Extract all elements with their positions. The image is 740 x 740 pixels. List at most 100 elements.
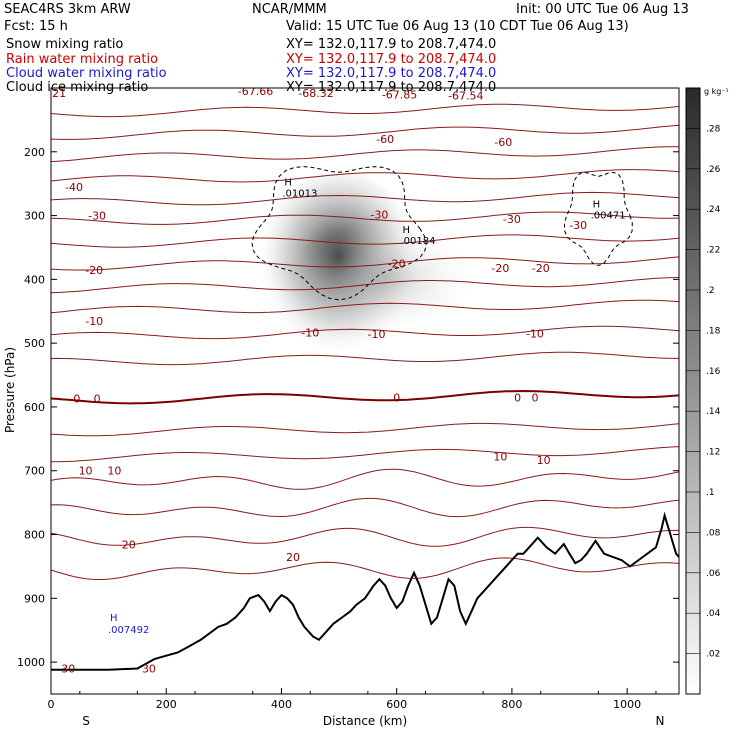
colorbar-tick-label: .2 xyxy=(706,286,715,296)
colorbar-ramp xyxy=(685,87,701,695)
init-label: Init: 00 UTC Tue 06 Aug 13 xyxy=(516,2,689,17)
isotherm-line xyxy=(51,468,679,490)
isotherm-label: 0 xyxy=(531,391,538,404)
colorbar-tick-label: .08 xyxy=(706,528,721,538)
colorbar-tick-label: .06 xyxy=(706,569,721,579)
isotherm-label: -67.66 xyxy=(238,85,273,98)
isotherm-label: -20 xyxy=(388,257,406,270)
valid-label: Valid: 15 UTC Tue 06 Aug 13 (10 CDT Tue … xyxy=(286,19,629,34)
isotherm-line xyxy=(51,325,679,340)
cloud-ice-max-value: .01013 xyxy=(282,188,317,199)
isotherm-line xyxy=(51,191,679,206)
isotherm-line xyxy=(51,422,679,437)
isotherm-label: 20 xyxy=(286,551,300,564)
colorbar-tick-label: .16 xyxy=(706,367,721,377)
cloud-ice-max-marker: H xyxy=(593,200,601,211)
isotherm-label: -67.54 xyxy=(448,90,483,103)
field-snow-xy: XY= 132.0,117.9 to 208.7,474.0 xyxy=(286,37,497,52)
y-tick-label: 600 xyxy=(24,401,45,414)
isotherm-label: 10 xyxy=(493,451,507,464)
isotherm-label: -10 xyxy=(85,315,103,328)
isotherm-label: -67.85 xyxy=(382,88,417,101)
y-tick-label: 1000 xyxy=(17,656,45,669)
isotherm-label: 0 xyxy=(514,391,521,404)
cloud-ice-contours xyxy=(251,166,633,301)
y-tick-label: 400 xyxy=(24,273,45,286)
x-axis-right-end-label: N xyxy=(656,714,665,728)
isotherm-label: -10 xyxy=(526,328,544,341)
org-label: NCAR/MMM xyxy=(252,2,327,17)
colorbar-tick-label: .02 xyxy=(706,650,720,660)
x-tick-label: 600 xyxy=(386,698,407,711)
isotherm-label: -30 xyxy=(88,210,106,223)
x-tick-label: 200 xyxy=(156,698,177,711)
cloud-ice-max-marker: H xyxy=(284,177,292,188)
isotherm-label: -30 xyxy=(370,208,388,221)
isotherm-label: 10 xyxy=(107,465,121,478)
isotherm-line xyxy=(51,389,679,405)
x-tick-label: 400 xyxy=(271,698,292,711)
isotherm-line xyxy=(51,256,679,271)
colorbar-tick-label: .22 xyxy=(706,246,720,256)
isotherm-line xyxy=(51,211,679,225)
cloud-ice-max-value: .00184 xyxy=(400,236,435,247)
x-axis: 0 200 400 600 800 1000 xyxy=(48,688,657,711)
isotherm-label: -20 xyxy=(85,264,103,277)
y-tick-label: 500 xyxy=(24,337,45,350)
isotherm-label: -10 xyxy=(301,326,319,339)
isotherm-label: -60 xyxy=(494,136,512,149)
y-axis-title: Pressure (hPa) xyxy=(3,347,17,433)
forecast-label: Fcst: 15 h xyxy=(4,19,68,34)
x-axis-title: Distance (km) xyxy=(323,714,407,728)
colorbar-tick-label: .18 xyxy=(706,326,721,336)
y-tick-label: 900 xyxy=(24,592,45,605)
isotherm-line xyxy=(51,446,679,463)
isotherm-label: 30 xyxy=(61,662,75,675)
colorbar-tick-label: .12 xyxy=(706,448,720,458)
y-tick-label: 300 xyxy=(24,210,45,223)
isotherm-line xyxy=(51,169,679,183)
isotherm-label: -10 xyxy=(368,328,386,341)
colorbar-tick-label: .04 xyxy=(706,609,721,619)
colorbar-tick-label: .26 xyxy=(706,165,721,175)
x-tick-label: 800 xyxy=(501,698,522,711)
isotherm-label: -20 xyxy=(532,262,550,275)
isotherm-line xyxy=(51,234,679,248)
isotherm-line xyxy=(51,557,679,580)
isotherm-line xyxy=(51,299,679,314)
field-rain-label: Rain water mixing ratio xyxy=(6,52,159,67)
colorbar-unit: g kg⁻¹ xyxy=(704,87,729,96)
cloud-ice-contour xyxy=(563,171,633,267)
plot-frame xyxy=(50,87,680,695)
isotherm-label: 0 xyxy=(73,393,80,406)
field-rain-xy: XY= 132.0,117.9 to 208.7,474.0 xyxy=(286,52,497,67)
temperature-isotherms xyxy=(51,103,679,580)
cloud-ice-max-value: .00471 xyxy=(591,211,626,222)
colorbar: .02 .04 .06 .08 .1 .12 .14 .16 .18 .2 .22 .24 .26 .28… xyxy=(685,87,729,695)
isotherm-label: -30 xyxy=(503,213,521,226)
y-tick-label: 200 xyxy=(24,146,45,159)
isotherm-label: -60 xyxy=(376,133,394,146)
x-tick-label: 1000 xyxy=(613,698,641,711)
cloud-ice-max-marker: H xyxy=(402,225,410,236)
colorbar-tick-label: .14 xyxy=(706,407,721,417)
isotherm-line xyxy=(51,103,679,118)
colorbar-tick-label: .1 xyxy=(706,488,715,498)
isotherm-label: -20 xyxy=(491,262,509,275)
isotherm-line xyxy=(51,146,679,163)
isotherm-label: 10 xyxy=(79,465,93,478)
isotherm-label: 0 xyxy=(94,393,101,406)
x-axis-left-end-label: S xyxy=(82,714,90,728)
isotherm-line xyxy=(51,526,679,547)
cloud-water-max-marker: H xyxy=(110,613,118,624)
isotherm-label: 9.21 xyxy=(42,87,67,100)
isotherm-label: 10 xyxy=(537,454,551,467)
isotherm-line xyxy=(51,277,679,294)
field-snow-label: Snow mixing ratio xyxy=(6,37,124,52)
x-tick-label: 0 xyxy=(48,698,55,711)
field-cloudwater-xy: XY= 132.0,117.9 to 208.7,474.0 xyxy=(286,66,497,81)
isotherm-label: -30 xyxy=(569,219,587,232)
